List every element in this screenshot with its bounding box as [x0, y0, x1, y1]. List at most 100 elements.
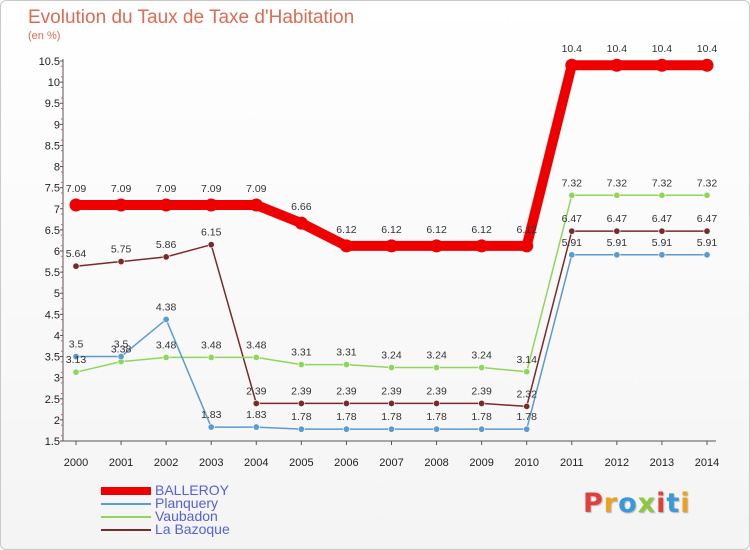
chart-series — [69, 58, 714, 433]
data-label: 6.12 — [381, 224, 402, 236]
chart-axes: 1.5 2 2.5 3 3.5 4 4.5 5 5.5 6 6.5 7 7.5 8 8.5 9 9.5 10 10.… — [39, 56, 720, 469]
series-point-2 — [297, 361, 305, 369]
x-tick-label: 2002 — [154, 457, 178, 469]
data-label: 6.12 — [516, 224, 537, 236]
data-label: 7.09 — [156, 183, 177, 195]
series-point-3 — [387, 399, 395, 407]
series-point-3 — [478, 399, 486, 407]
series-point-0 — [204, 198, 218, 212]
y-tick-label: 6 — [54, 246, 60, 258]
series-point-1 — [433, 425, 441, 433]
series-point-2 — [252, 353, 260, 361]
legend-label: La Bazoque — [155, 521, 230, 537]
y-tick-label: 8.5 — [45, 140, 60, 152]
legend-swatch — [101, 487, 151, 495]
series-point-0 — [114, 198, 128, 212]
series-point-1 — [523, 425, 531, 433]
data-label: 1.78 — [426, 411, 447, 423]
series-point-3 — [703, 227, 711, 235]
chart-legend: BALLEROY Planquery Vaubadon La Bazoque — [101, 482, 401, 537]
data-label: 3.5 — [114, 339, 129, 351]
data-label: 3.24 — [426, 350, 447, 362]
y-tick-label: 4.5 — [45, 309, 60, 321]
series-point-1 — [658, 251, 666, 259]
series-point-3 — [523, 402, 531, 410]
series-point-1 — [297, 425, 305, 433]
data-label: 7.32 — [562, 177, 583, 189]
y-tick-label: 2.5 — [45, 394, 60, 406]
data-label: 3.24 — [381, 350, 402, 362]
series-point-2 — [568, 191, 576, 199]
series-point-1 — [252, 423, 260, 431]
series-point-3 — [613, 227, 621, 235]
data-label: 3.48 — [246, 339, 267, 351]
y-tick-label: 3 — [54, 373, 60, 385]
legend-label: Vaubadon — [155, 508, 218, 524]
legend-item: Vaubadon — [101, 508, 401, 524]
data-label: 2.39 — [291, 385, 312, 397]
series-point-3 — [252, 399, 260, 407]
series-point-0 — [385, 239, 398, 253]
series-point-2 — [478, 364, 486, 372]
data-label: 6.47 — [652, 213, 673, 225]
data-label: 5.91 — [697, 237, 718, 249]
series-point-1 — [207, 423, 215, 431]
x-tick-label: 2008 — [424, 457, 448, 469]
x-tick-label: 2014 — [695, 457, 719, 469]
series-point-1 — [342, 425, 350, 433]
data-label: 2.39 — [381, 385, 402, 397]
data-label: 4.38 — [156, 301, 177, 313]
series-point-0 — [475, 239, 489, 253]
data-label: 5.91 — [562, 237, 583, 249]
data-label: 5.75 — [111, 244, 132, 256]
y-tick-label: 10 — [48, 77, 60, 89]
series-line-3 — [75, 230, 708, 408]
data-label: 6.15 — [201, 227, 222, 239]
data-label: 7.09 — [111, 183, 132, 195]
series-point-3 — [342, 399, 350, 407]
series-point-0 — [69, 198, 83, 212]
series-point-0 — [610, 58, 624, 72]
data-label: 6.12 — [336, 224, 357, 236]
y-tick-label: 3.5 — [45, 352, 60, 364]
series-point-0 — [430, 239, 444, 253]
proxiti-logo: Proxiti — [583, 488, 691, 519]
series-point-3 — [162, 253, 170, 261]
logo-letter: r — [603, 488, 619, 519]
legend-item: La Bazoque — [101, 521, 401, 537]
y-tick-label: 7.5 — [45, 183, 60, 195]
series-point-1 — [568, 251, 576, 259]
legend-swatch — [101, 503, 151, 505]
legend-item: BALLEROY — [101, 482, 401, 498]
x-tick-label: 2000 — [64, 457, 88, 469]
data-label: 6.47 — [697, 213, 718, 225]
series-point-3 — [433, 399, 441, 407]
series-point-1 — [613, 251, 621, 259]
y-tick-label: 1.5 — [45, 436, 60, 448]
data-label: 3.31 — [291, 347, 312, 359]
data-label: 7.32 — [652, 177, 673, 189]
data-label: 7.09 — [246, 183, 267, 195]
series-point-1 — [478, 425, 486, 433]
y-tick-label: 7 — [54, 204, 60, 216]
data-label: 10.4 — [562, 43, 583, 55]
y-tick-label: 9.5 — [45, 98, 60, 110]
logo-letter: x — [637, 488, 657, 519]
x-tick-label: 2010 — [514, 457, 538, 469]
series-point-2 — [703, 191, 711, 199]
series-point-0 — [565, 58, 579, 72]
chart-data-labels: 7.09 7.09 7.09 7.09 7.09 6.66 6.12 6.12 6.12 6.12… — [66, 43, 718, 423]
y-tick-label: 5 — [54, 288, 60, 300]
series-point-1 — [703, 251, 711, 259]
data-label: 6.47 — [607, 213, 628, 225]
data-label: 1.78 — [291, 411, 312, 423]
logo-letter: i — [680, 488, 691, 519]
series-point-0 — [249, 198, 263, 212]
data-label: 6.47 — [562, 213, 583, 225]
series-point-2 — [387, 364, 395, 372]
data-label: 3.5 — [69, 339, 84, 351]
x-tick-label: 2013 — [650, 457, 674, 469]
y-tick-label: 2 — [54, 415, 60, 427]
data-label: 1.83 — [246, 409, 267, 421]
